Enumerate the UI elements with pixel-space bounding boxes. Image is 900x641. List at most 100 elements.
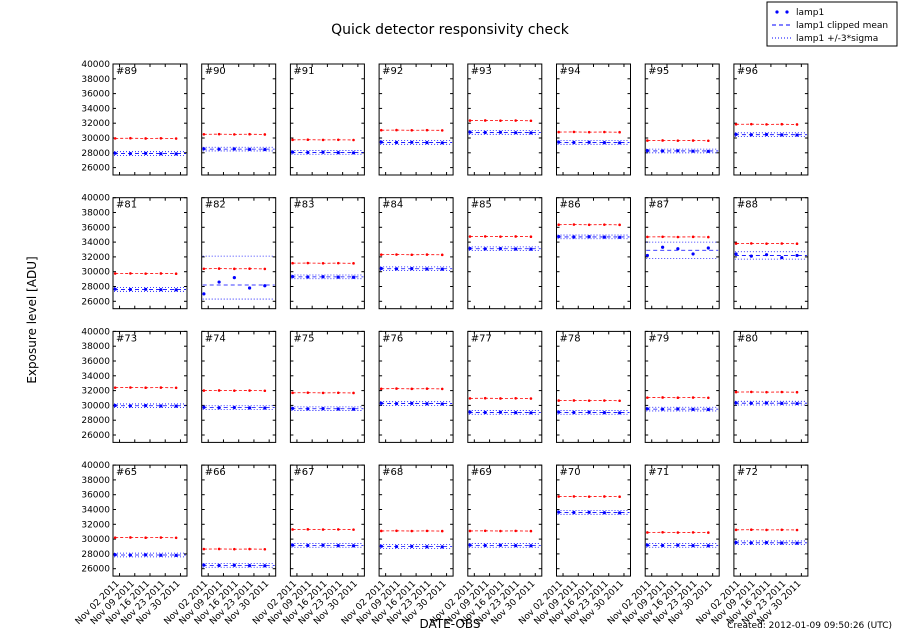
lamp1-point [321, 150, 325, 154]
red-point [336, 391, 340, 395]
lamp1-point [425, 267, 429, 271]
lamp1-point [410, 140, 414, 144]
lamp1-point [351, 407, 356, 411]
legend-marker [785, 10, 789, 14]
lamp1-point [661, 245, 665, 249]
lamp1-point [159, 152, 163, 156]
red-point [217, 547, 221, 551]
panel-frame [289, 464, 365, 577]
red-point [159, 536, 163, 539]
lamp1-point [645, 149, 649, 153]
red-point [379, 529, 383, 533]
red-point [661, 139, 664, 142]
lamp1-point [306, 150, 310, 155]
red-point [483, 396, 487, 400]
lamp1-point [618, 141, 622, 145]
lamp1-point [795, 253, 799, 258]
lamp1-point [379, 544, 383, 548]
panel-title: #95 [648, 66, 669, 77]
red-point [379, 253, 383, 256]
red-point [144, 137, 147, 140]
red-point [440, 129, 444, 132]
x-axis-label: DATE-OBS [420, 617, 481, 631]
red-point [661, 235, 664, 239]
panel-frame [289, 330, 365, 443]
y-tick-label: 40000 [81, 194, 110, 204]
red-point [529, 529, 533, 533]
panel-frame [378, 63, 454, 176]
red-point [425, 387, 429, 390]
panel-title: #93 [471, 66, 492, 77]
y-tick-label: 34000 [81, 104, 110, 114]
lamp1-point [263, 564, 267, 568]
red-point [750, 242, 753, 245]
red-point [514, 119, 517, 122]
y-tick-label: 26000 [81, 565, 110, 575]
red-point [750, 528, 753, 532]
lamp1-point [587, 235, 591, 239]
y-tick-label: 38000 [81, 75, 110, 85]
lamp1-point [217, 280, 221, 284]
lamp1-point [290, 543, 295, 547]
panel-title: #84 [382, 200, 403, 211]
red-point [129, 272, 132, 275]
panel-title: #65 [116, 467, 137, 478]
red-point [514, 529, 517, 533]
red-point [202, 389, 206, 392]
panel-title: #72 [737, 467, 758, 478]
y-tick-label: 30000 [81, 268, 110, 278]
red-point [379, 387, 383, 391]
lamp1-point [795, 133, 799, 137]
lamp1-point [351, 275, 356, 279]
panel-title: #76 [382, 333, 403, 344]
panel-frame [378, 330, 454, 443]
red-point [113, 386, 117, 389]
lamp1-point [618, 511, 622, 515]
red-point [603, 130, 606, 134]
figure-title: Quick detector responsivity check [331, 22, 570, 38]
lamp1-point [321, 543, 325, 547]
lamp1-point [691, 407, 695, 411]
lamp1-point [440, 545, 444, 549]
lamp1-point [425, 402, 429, 406]
lamp1-point [749, 401, 753, 405]
lamp1-point [572, 235, 576, 239]
lamp1-point [780, 133, 784, 137]
lamp1-point [217, 563, 221, 568]
red-point [352, 391, 355, 395]
lamp1-point [780, 401, 784, 406]
red-point [572, 399, 576, 402]
panel-title: #67 [293, 467, 314, 478]
lamp1-point [394, 267, 399, 271]
lamp1-point [174, 404, 178, 408]
panel-frame [378, 464, 454, 577]
panel-frame [644, 197, 720, 310]
red-point [676, 531, 680, 534]
lamp1-point [780, 541, 784, 545]
lamp1-point [498, 543, 503, 547]
lamp1-point [749, 133, 753, 137]
red-point [707, 531, 710, 534]
lamp1-point [468, 246, 472, 251]
panel-title: #81 [116, 200, 137, 211]
lamp1-point [602, 411, 606, 415]
red-point [321, 138, 325, 142]
lamp1-point [557, 410, 561, 414]
lamp1-point [706, 149, 710, 153]
red-point [263, 389, 267, 393]
red-point [174, 386, 178, 390]
red-point [129, 386, 132, 389]
red-point [202, 133, 206, 136]
panel-title: #78 [560, 333, 581, 344]
panel-frame [556, 197, 631, 310]
red-point [306, 261, 310, 265]
lamp1-point [379, 401, 383, 405]
panel-frame [733, 197, 809, 310]
red-point [291, 138, 294, 142]
footer: Created: 2012-01-09 09:50:26 (UTC) [727, 621, 892, 631]
panel-title: #68 [382, 467, 403, 478]
red-point [587, 399, 591, 402]
lamp1-point [780, 256, 784, 260]
red-point [248, 547, 251, 551]
